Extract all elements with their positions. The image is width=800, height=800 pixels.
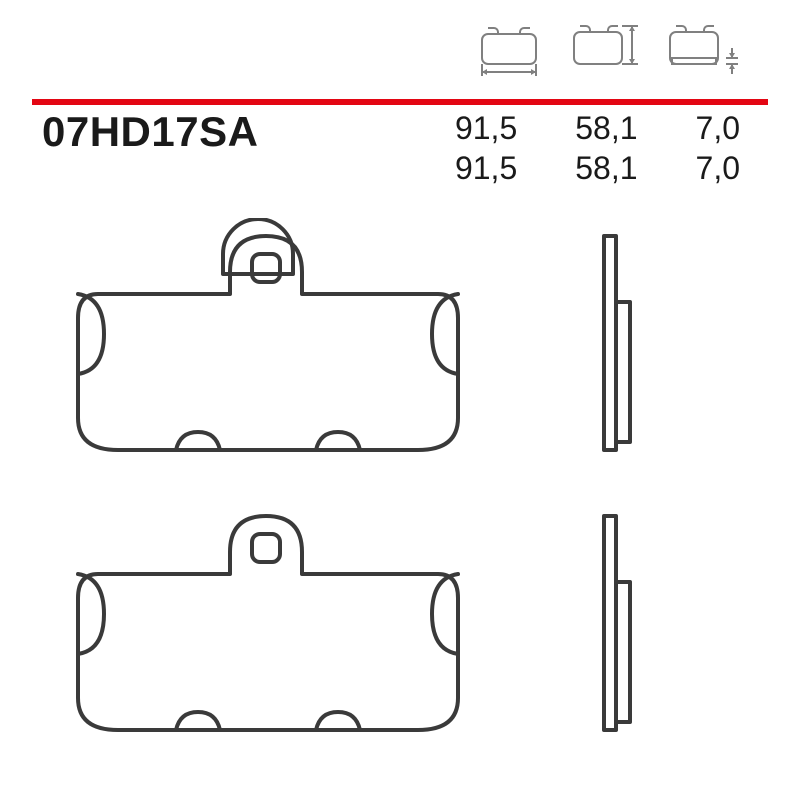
drawings-area bbox=[48, 208, 752, 760]
thickness-value-2: 7,0 bbox=[696, 148, 740, 188]
brake-pad-front-1 bbox=[58, 218, 478, 460]
brake-pad-side-1 bbox=[586, 218, 642, 460]
width-dimension-icon bbox=[470, 18, 548, 80]
height-column: 58,1 58,1 bbox=[575, 108, 637, 188]
height-value-2: 58,1 bbox=[575, 148, 637, 188]
brake-pad-front-2 bbox=[58, 498, 478, 740]
thickness-dimension-icon bbox=[662, 18, 740, 80]
dimensions-block: 91,5 91,5 58,1 58,1 7,0 7,0 bbox=[455, 108, 740, 188]
height-dimension-icon bbox=[566, 18, 644, 80]
part-number: 07HD17SA bbox=[42, 108, 258, 156]
dimension-icons-row bbox=[470, 18, 740, 80]
width-value-1: 91,5 bbox=[455, 108, 517, 148]
height-value-1: 58,1 bbox=[575, 108, 637, 148]
width-column: 91,5 91,5 bbox=[455, 108, 517, 188]
brake-pad-side-2 bbox=[586, 498, 642, 740]
thickness-column: 7,0 7,0 bbox=[696, 108, 740, 188]
accent-separator bbox=[32, 92, 768, 98]
thickness-value-1: 7,0 bbox=[696, 108, 740, 148]
width-value-2: 91,5 bbox=[455, 148, 517, 188]
spec-row: 07HD17SA 91,5 91,5 58,1 58,1 7,0 7,0 bbox=[42, 108, 740, 188]
